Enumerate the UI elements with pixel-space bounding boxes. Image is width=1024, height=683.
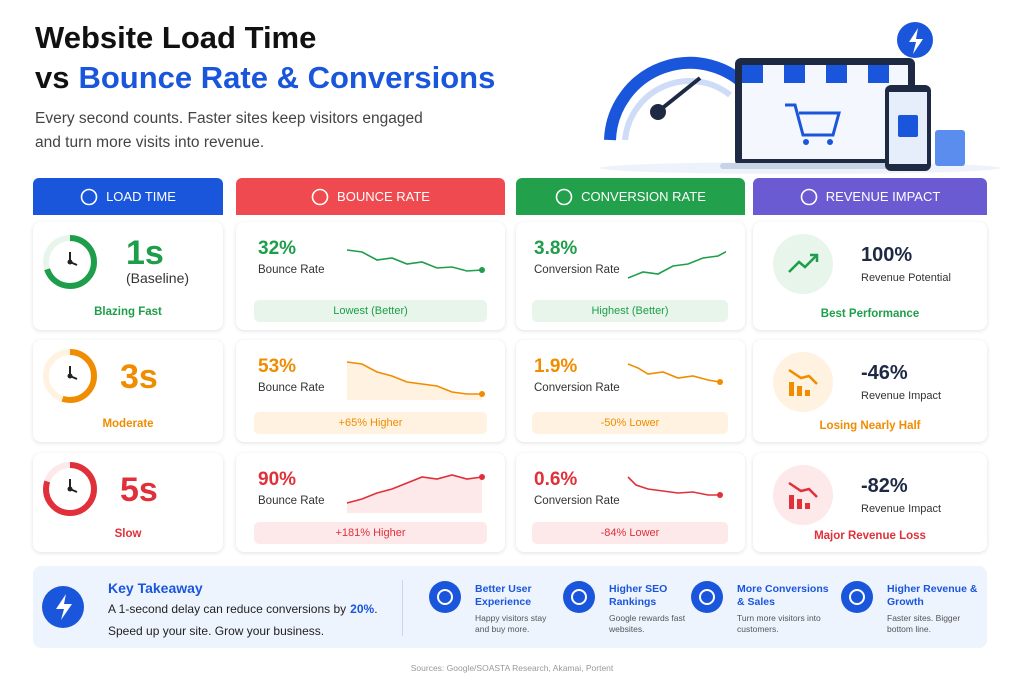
benefit-text: Happy visitors stay and buy more.: [475, 613, 547, 634]
load-gauge: [43, 462, 97, 516]
revenue-label: Revenue Impact: [861, 390, 942, 402]
speed-label: Moderate: [102, 418, 154, 430]
benefit-text: Turn more visitors into customers.: [737, 613, 821, 634]
takeaway-icon: [42, 586, 84, 628]
benefit-icon: [691, 581, 723, 613]
revenue-icon: [773, 234, 833, 294]
bounce-label: Bounce Rate: [258, 264, 325, 276]
load-card: [33, 453, 223, 552]
title-line: vs Bounce Rate & Conversions: [35, 60, 495, 96]
conversion-value: 1.9%: [534, 356, 578, 377]
benefit-title: More Conversions & Sales: [737, 583, 829, 608]
column-title: LOAD TIME: [106, 189, 176, 204]
column-icon: [800, 188, 817, 205]
bounce-sparkline: [346, 249, 485, 273]
column-icon: [555, 188, 573, 205]
conversion-badge: -84% Lower: [532, 522, 728, 544]
conversion-label: Conversion Rate: [534, 382, 620, 394]
conversion-badge: Highest (Better): [532, 300, 728, 322]
takeaway-highlight: 20%: [350, 602, 375, 616]
load-value: 1s: [126, 234, 164, 272]
benefit-title: Higher Revenue & Growth: [887, 583, 978, 608]
benefit-text: Google rewards fast websites.: [609, 613, 686, 634]
bounce-value: 90%: [258, 469, 297, 490]
revenue-value: 100%: [861, 244, 913, 266]
load-value: 5s: [120, 471, 158, 509]
conversion-label: Conversion Rate: [534, 495, 620, 507]
load-gauge: [43, 349, 97, 403]
load-card: [33, 340, 223, 442]
column-title: BOUNCE RATE: [337, 189, 430, 204]
load-value: 3s: [120, 358, 158, 396]
subtitle: and turn more visits into revenue.: [35, 134, 265, 151]
revenue-icon: [773, 352, 833, 412]
divider: [402, 580, 403, 636]
takeaway-title: Key Takeaway: [108, 580, 203, 596]
title-vs: vs: [35, 60, 70, 95]
revenue-badge: Major Revenue Loss: [814, 530, 926, 542]
column-header: BOUNCE RATE: [236, 178, 505, 215]
conversion-sparkline: [627, 250, 726, 279]
column-title: CONVERSION RATE: [581, 189, 706, 204]
benefit-text: Faster sites. Bigger bottom line.: [887, 613, 961, 634]
conversion-value: 0.6%: [534, 469, 578, 490]
bounce-value: 53%: [258, 356, 297, 377]
bounce-sparkline: [346, 474, 485, 513]
column-icon: [311, 188, 329, 205]
takeaway-text-part: A 1-second delay can reduce conversions …: [108, 602, 347, 616]
bounce-badge: +181% Higher: [254, 522, 487, 544]
conversion-sparkline: [627, 476, 723, 498]
takeaway-text: A 1-second delay can reduce conversions …: [108, 602, 378, 616]
speed-label: Blazing Fast: [94, 306, 162, 318]
conversion-label: Conversion Rate: [534, 264, 620, 276]
revenue-icon: [773, 465, 833, 525]
load-note: (Baseline): [126, 270, 190, 286]
source: Sources: Google/SOASTA Research, Akamai,…: [410, 663, 614, 673]
bounce-value: 32%: [258, 238, 297, 259]
benefit-title: Higher SEO Rankings: [609, 583, 668, 608]
title-line: Website Load Time: [35, 20, 317, 55]
illustration: [600, 22, 1000, 174]
column-header: LOAD TIME: [33, 178, 223, 215]
benefit-icon: [429, 581, 461, 613]
column-icon: [80, 188, 98, 205]
revenue-badge: Best Performance: [820, 308, 920, 320]
revenue-label: Revenue Potential: [861, 272, 951, 284]
bounce-label: Bounce Rate: [258, 382, 325, 394]
bounce-label: Bounce Rate: [258, 495, 325, 507]
revenue-label: Revenue Impact: [861, 503, 942, 515]
benefit-icon: [841, 581, 873, 613]
speed-label: Slow: [114, 528, 142, 540]
revenue-value: -82%: [861, 475, 908, 497]
column-header: REVENUE IMPACT: [753, 178, 987, 215]
title-highlight: Bounce Rate & Conversions: [78, 60, 496, 95]
subtitle: Every second counts. Faster sites keep v…: [35, 110, 423, 127]
conversion-value: 3.8%: [534, 238, 578, 259]
revenue-badge: Losing Nearly Half: [819, 420, 921, 432]
benefit-icon: [563, 581, 595, 613]
revenue-value: -46%: [861, 362, 908, 384]
takeaway-box: [33, 566, 987, 648]
bounce-sparkline: [346, 361, 485, 400]
bounce-badge: Lowest (Better): [254, 300, 487, 322]
column-header: CONVERSION RATE: [516, 178, 745, 215]
benefit-title: Better User Experience: [475, 583, 532, 608]
takeaway-line: Speed up your site. Grow your business.: [108, 624, 325, 638]
load-gauge: [43, 235, 97, 289]
bounce-badge: +65% Higher: [254, 412, 487, 434]
takeaway-text-part: .: [374, 602, 378, 616]
column-title: REVENUE IMPACT: [825, 189, 941, 204]
conversion-sparkline: [627, 363, 723, 385]
conversion-badge: -50% Lower: [532, 412, 728, 434]
